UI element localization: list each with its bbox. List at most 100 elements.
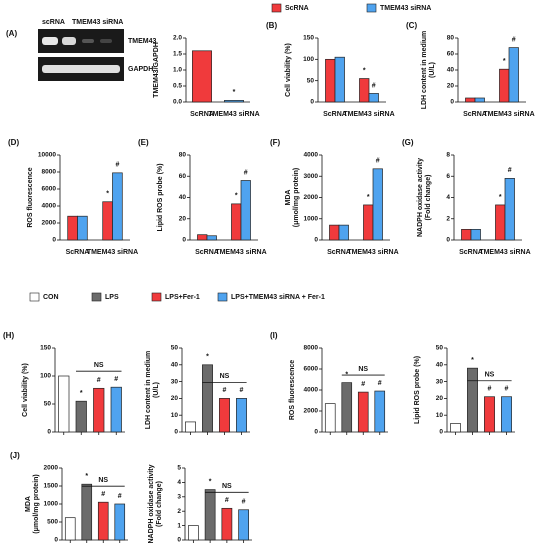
legend-swatch: [151, 292, 162, 302]
legend-swatch: [29, 292, 40, 302]
bar-annotation: *: [499, 194, 502, 201]
y-axis-label: NADPH oxidase activity: [417, 158, 424, 237]
y-tick-label: 8000: [42, 169, 57, 176]
legend-label: LPS+TMEM43 siRNA + Fer-1: [231, 294, 325, 301]
y-tick-label: 0: [177, 537, 181, 544]
y-tick-label: 6: [446, 173, 450, 180]
y-tick-label: 60: [179, 173, 187, 180]
panel-label: (C): [406, 21, 417, 30]
panel-label: (F): [270, 138, 281, 147]
y-tick-label: 4000: [42, 203, 57, 210]
bar: [238, 509, 250, 541]
y-axis-label: (μmol/mg protein): [33, 474, 40, 534]
y-axis-label: NADPH oxidase activity: [148, 464, 155, 543]
bar: [224, 100, 244, 103]
y-axis-label: LDH content in medium: [145, 351, 152, 430]
bar: [499, 68, 510, 103]
bar: [112, 172, 123, 241]
y-tick-label: 8000: [304, 345, 319, 352]
blot-band: [42, 65, 120, 73]
y-axis-label: TMEM43/GAPDH: [153, 42, 160, 98]
y-tick-label: 20: [436, 395, 444, 402]
x-tick-label: TMEM43 siRNA: [343, 111, 394, 118]
x-tick-label: ScRNA: [190, 111, 214, 118]
y-tick-label: 3000: [304, 173, 319, 180]
bar-annotation: #: [240, 387, 244, 394]
legend-swatch: [217, 292, 228, 302]
bar-annotation: *: [85, 473, 88, 480]
y-tick-label: 40: [171, 362, 179, 369]
bar: [114, 503, 126, 541]
y-tick-label: 1000: [44, 501, 59, 508]
bar-annotation: #: [508, 167, 512, 174]
y-tick-label: 1.0: [173, 67, 182, 74]
y-tick-label: 30: [171, 378, 179, 385]
y-tick-label: 0.5: [173, 83, 182, 90]
bracket-label: NS: [485, 372, 495, 379]
x-tick-label: ScRNA: [327, 249, 351, 256]
y-tick-label: 100: [303, 56, 314, 63]
y-tick-label: 4: [446, 194, 450, 201]
bar: [219, 398, 230, 433]
y-tick-label: 0.0: [173, 99, 182, 106]
y-tick-label: 40: [447, 67, 455, 74]
bar: [338, 224, 349, 241]
bar: [372, 168, 383, 241]
bracket-label: NS: [222, 483, 232, 490]
y-tick-label: 60: [447, 51, 455, 58]
panel-label: (J): [10, 451, 20, 460]
y-tick-label: 50: [44, 401, 52, 408]
y-tick-label: 6000: [42, 186, 57, 193]
y-tick-label: 80: [179, 152, 187, 159]
x-tick-label: ScRNA: [195, 249, 219, 256]
bracket-label: NS: [220, 373, 230, 380]
legend-label: TMEM43 siRNA: [380, 5, 431, 12]
bar: [359, 78, 370, 103]
y-tick-label: 50: [171, 345, 179, 352]
bracket-label: NS: [98, 477, 108, 484]
blot-column: scRNA: [42, 19, 65, 26]
y-axis-label: ROS fluorescence: [27, 167, 34, 227]
bar: [231, 203, 242, 241]
bar: [102, 201, 113, 241]
y-tick-label: 2000: [304, 194, 319, 201]
y-tick-label: 2000: [304, 408, 319, 415]
y-axis-label: Cell viability (%): [285, 43, 292, 97]
y-tick-label: 4: [177, 479, 181, 486]
x-tick-label: ScRNA: [66, 249, 90, 256]
bar: [495, 204, 506, 241]
y-tick-label: 2000: [44, 465, 59, 472]
bar-annotation: *: [206, 354, 209, 361]
bar: [368, 93, 379, 103]
y-tick-label: 40: [179, 194, 187, 201]
y-tick-label: 3: [177, 494, 181, 501]
y-tick-label: 10: [436, 412, 444, 419]
bar: [374, 390, 386, 433]
y-tick-label: 1500: [44, 483, 59, 490]
bar-annotation: *: [106, 191, 109, 198]
bar-annotation: #: [223, 387, 227, 394]
y-tick-label: 0: [314, 237, 318, 244]
legend-swatch: [91, 292, 102, 302]
bar-annotation: #: [376, 158, 380, 165]
bar-annotation: *: [80, 390, 83, 397]
y-tick-label: 80: [447, 35, 455, 42]
y-tick-label: 0: [446, 237, 450, 244]
x-tick-label: TMEM43 siRNA: [483, 111, 534, 118]
bar-annotation: #: [372, 82, 376, 89]
y-axis-label: MDA: [285, 190, 292, 206]
bar-annotation: *: [363, 67, 366, 74]
bar: [197, 234, 208, 241]
bar: [77, 215, 88, 241]
y-axis-label: (Fold change): [425, 175, 432, 221]
bracket-label: NS: [94, 362, 104, 369]
bar: [474, 97, 485, 103]
bar: [204, 489, 216, 541]
y-tick-label: 40: [436, 362, 444, 369]
legend-swatch: [366, 3, 377, 13]
bar: [110, 386, 122, 433]
bar-annotation: *: [209, 478, 212, 485]
y-tick-label: 8: [446, 152, 450, 159]
bar-annotation: #: [512, 36, 516, 43]
panel-label: (H): [3, 331, 14, 340]
